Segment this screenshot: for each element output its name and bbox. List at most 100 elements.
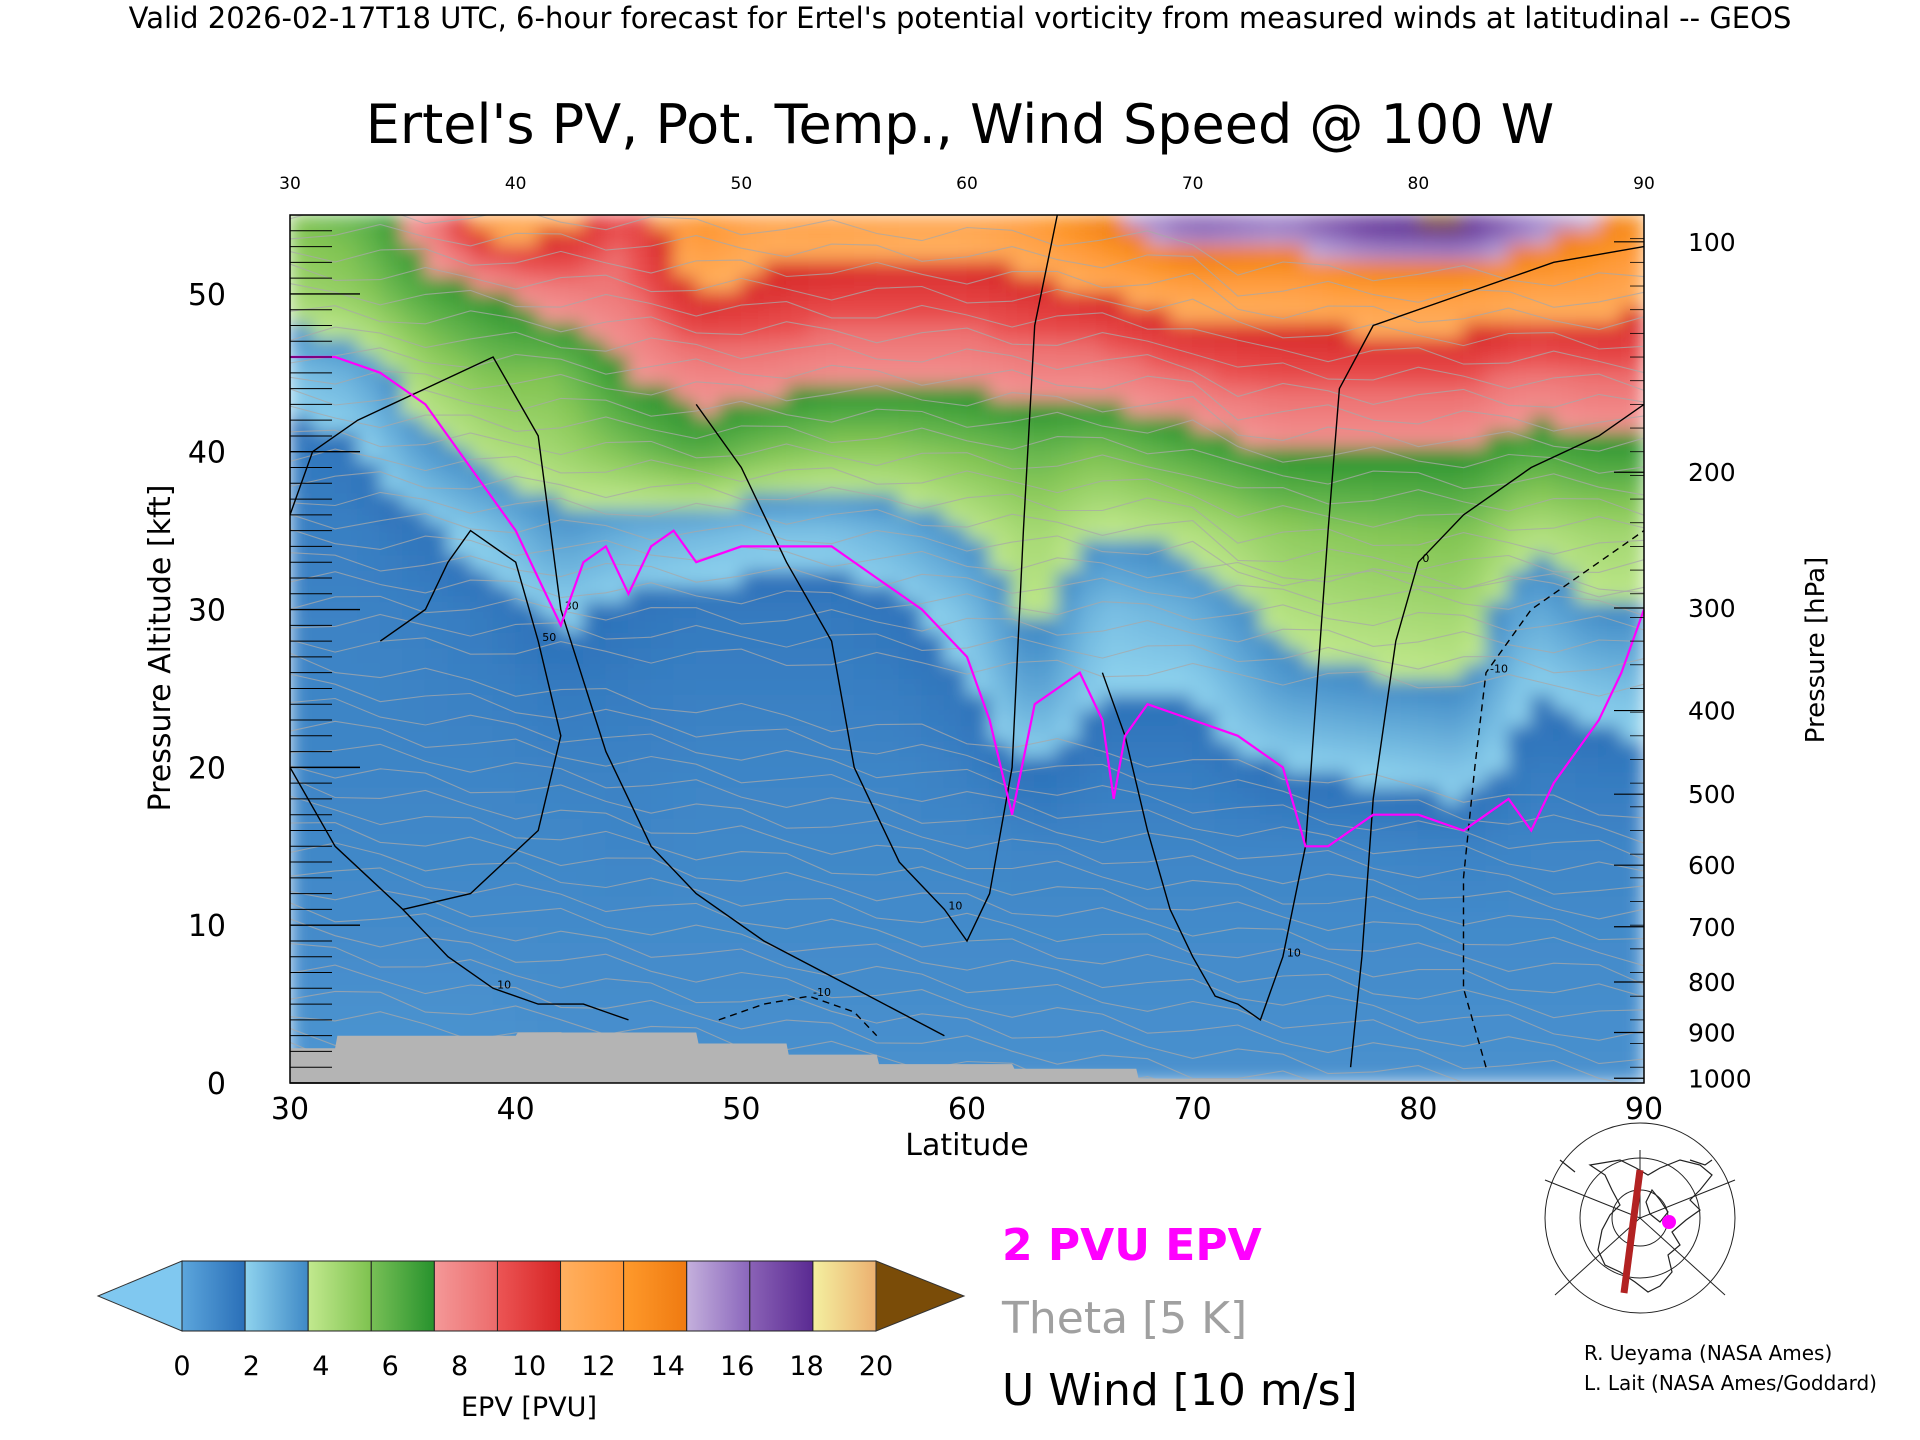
heat-cell	[650, 741, 675, 758]
heat-cell	[1124, 602, 1149, 619]
x-axis-top-ticks: 30 40 50 60 70 80 90	[279, 174, 1655, 194]
heat-cell	[1350, 772, 1374, 789]
heat-cell	[1508, 586, 1532, 603]
heat-cell	[582, 695, 607, 712]
heat-cell	[515, 726, 539, 743]
heat-cell	[808, 369, 833, 386]
heat-cell	[1101, 648, 1126, 665]
heat-cell	[1282, 974, 1306, 991]
heat-cell	[492, 803, 517, 820]
colorbar-bin	[181, 1260, 246, 1332]
heat-cell	[1124, 369, 1149, 386]
heat-cell	[695, 803, 720, 820]
heat-cell	[808, 1020, 833, 1037]
heat-cell	[628, 586, 652, 603]
heat-cell	[876, 276, 900, 293]
heat-cell	[831, 788, 855, 805]
heat-cell	[943, 617, 968, 634]
heat-cell	[1034, 602, 1058, 619]
heat-cell	[1079, 230, 1103, 247]
heat-cell	[1169, 230, 1194, 247]
heat-cell	[989, 664, 1013, 681]
heat-cell	[1327, 974, 1352, 991]
x-tick-label: 80	[1399, 1092, 1437, 1127]
heat-cell	[582, 385, 607, 402]
theta-line	[290, 429, 1644, 516]
inset-transect-line	[1620, 1169, 1644, 1294]
heat-cell	[1350, 710, 1374, 727]
heat-cell	[1327, 726, 1352, 743]
heat-cell	[740, 555, 765, 572]
heat-cell	[1553, 912, 1577, 929]
heat-cell	[1508, 695, 1532, 712]
heat-cell	[1169, 571, 1194, 588]
heat-cell	[1372, 819, 1397, 836]
heat-cell	[966, 369, 991, 386]
heat-cell	[334, 602, 359, 619]
heat-cell	[447, 648, 472, 665]
heat-cell	[1079, 369, 1103, 386]
heat-cell	[1350, 602, 1374, 619]
heat-cell	[1147, 524, 1171, 541]
heat-cell	[515, 416, 539, 433]
heat-cell	[402, 369, 426, 386]
heat-cell	[537, 478, 562, 495]
heat-cell	[898, 803, 923, 820]
heat-cell	[943, 850, 968, 867]
heat-cell	[650, 462, 675, 479]
heat-cell	[470, 509, 494, 526]
heat-cell	[1417, 555, 1442, 572]
heat-cell	[1440, 710, 1464, 727]
heat-cell	[357, 726, 381, 743]
heat-cell	[312, 571, 336, 588]
heat-cell	[1440, 385, 1464, 402]
heat-cell	[1327, 865, 1352, 882]
heat-cell	[1485, 555, 1510, 572]
heat-cell	[673, 369, 697, 386]
heat-cell	[921, 679, 945, 696]
heat-cell	[1259, 462, 1284, 479]
heat-cell	[673, 385, 697, 402]
heat-cell	[1305, 881, 1329, 898]
heat-cell	[447, 633, 472, 650]
y-tick-label: 40	[188, 436, 226, 471]
heat-cell	[334, 958, 359, 975]
heat-cell	[1350, 400, 1374, 417]
heat-cell	[447, 1020, 472, 1037]
heat-cell	[876, 385, 900, 402]
heat-cell	[989, 555, 1013, 572]
heat-cell	[1463, 276, 1487, 293]
heat-cell	[1237, 788, 1261, 805]
heat-cell	[673, 757, 697, 774]
heat-cell	[1034, 679, 1058, 696]
heat-cell	[334, 943, 359, 960]
heat-cell	[876, 431, 900, 448]
heat-cell	[650, 292, 675, 309]
heat-cell	[379, 741, 404, 758]
heat-cell	[357, 850, 381, 867]
heat-cell	[334, 276, 359, 293]
heat-cell	[1169, 524, 1194, 541]
heat-cell	[1259, 261, 1284, 278]
heat-cell	[1011, 803, 1036, 820]
heat-cell	[424, 741, 449, 758]
heat-cell	[1553, 416, 1577, 433]
heat-cell	[1463, 571, 1487, 588]
heat-cell	[1305, 664, 1329, 681]
heat-cell	[1508, 772, 1532, 789]
heat-cell	[560, 974, 584, 991]
heat-cell	[1553, 1005, 1577, 1022]
heat-cell	[1011, 323, 1036, 340]
heat-cell	[560, 648, 584, 665]
heat-cell	[808, 881, 833, 898]
heat-cell	[650, 323, 675, 340]
heat-cell	[1395, 881, 1419, 898]
heat-cell	[1259, 447, 1284, 464]
heat-cell	[582, 571, 607, 588]
u-wind-contour	[695, 215, 1058, 943]
heat-cell	[650, 245, 675, 262]
heat-cell	[1237, 943, 1261, 960]
heat-cell	[898, 664, 923, 681]
heat-cell	[718, 555, 742, 572]
heat-cell	[334, 478, 359, 495]
